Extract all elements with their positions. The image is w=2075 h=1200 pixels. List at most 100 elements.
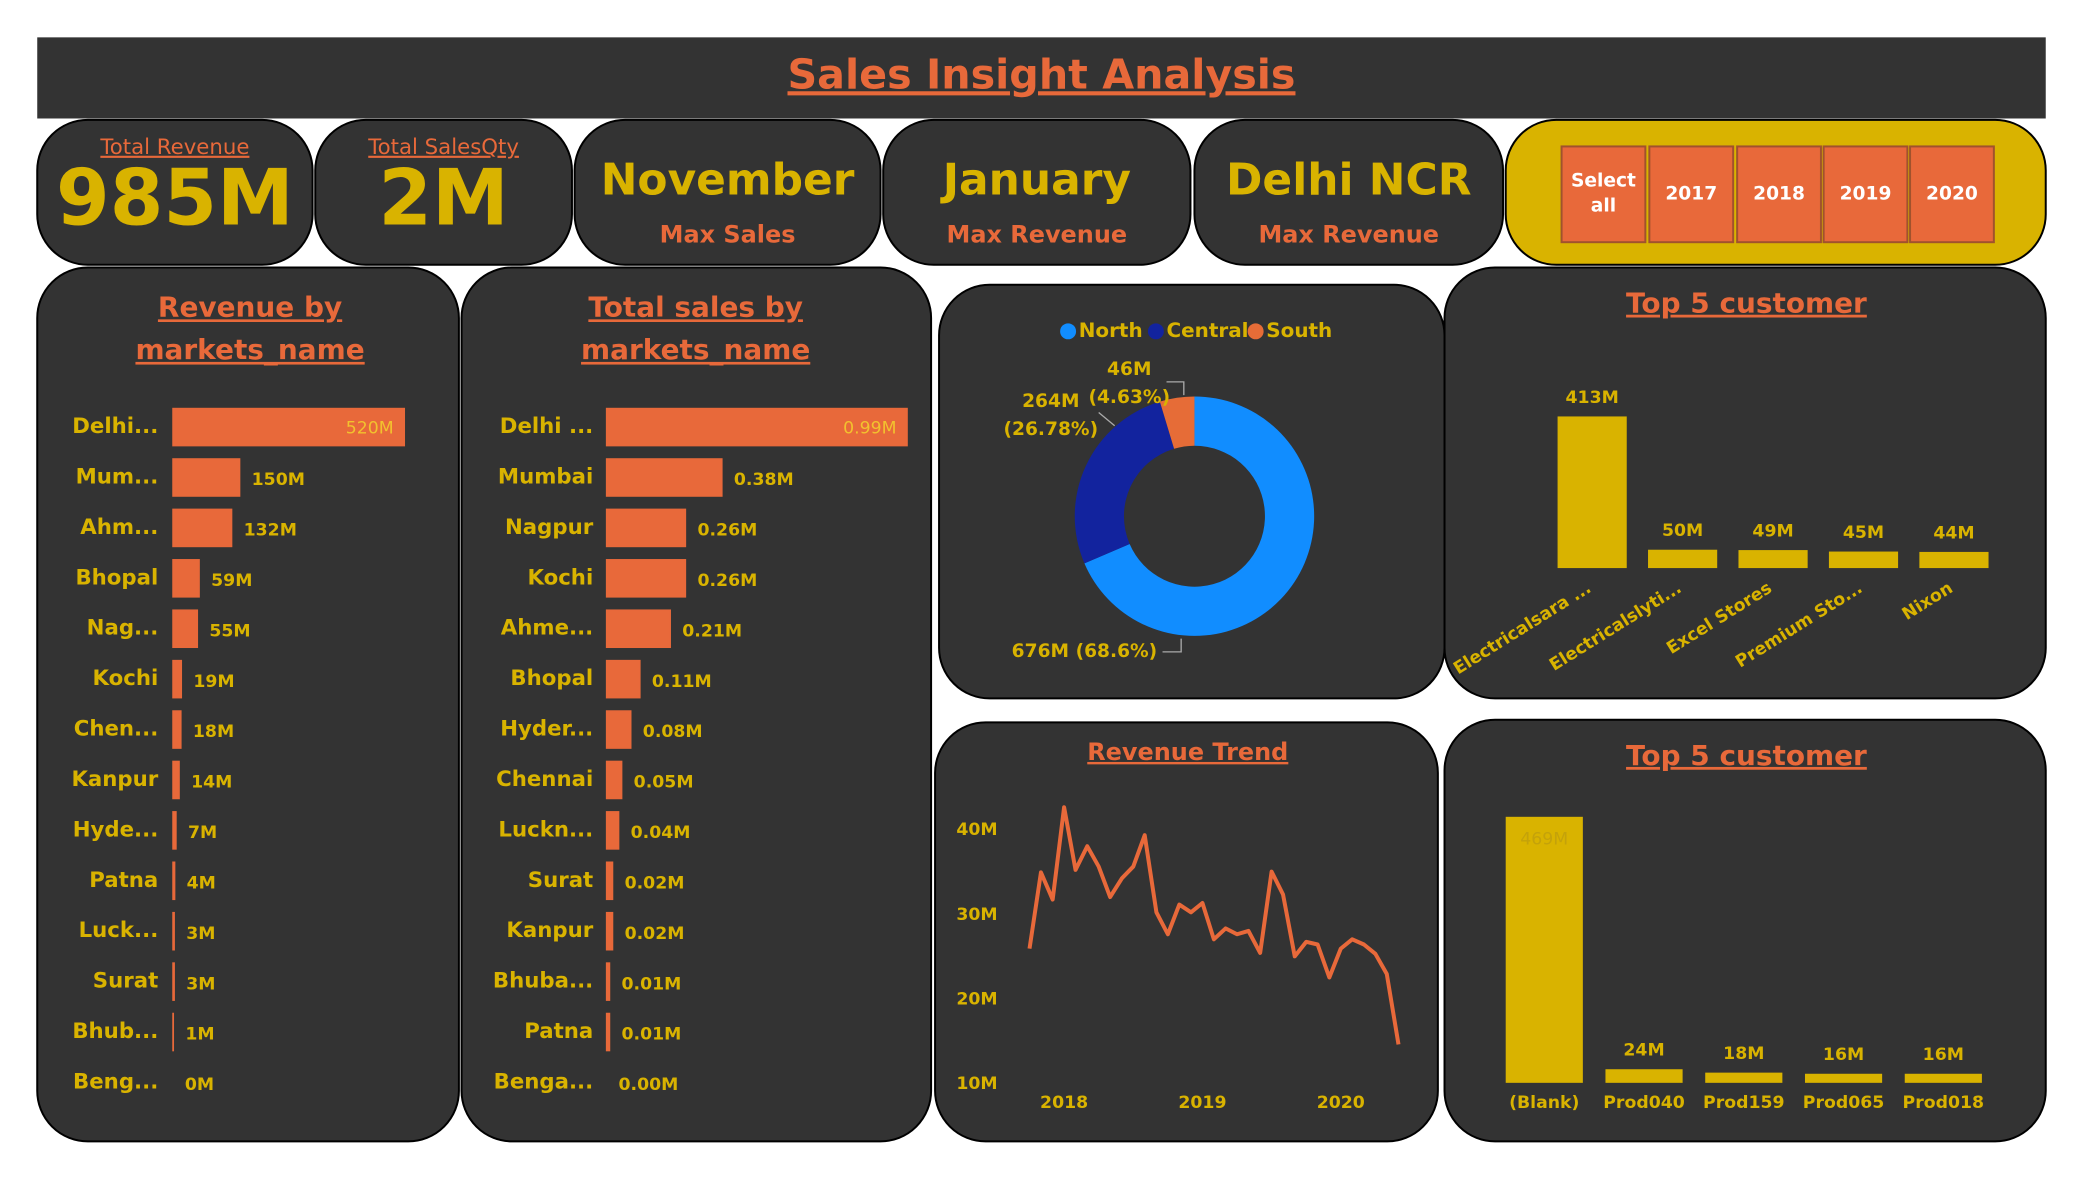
- chart-title: Total sales by markets_name: [581, 291, 811, 366]
- category-label: Nagpur: [505, 515, 594, 540]
- filter-button-label-box: Select all: [1570, 170, 1636, 217]
- filter-button[interactable]: [1560, 145, 1647, 244]
- data-label: 24M: [1623, 1041, 1664, 1061]
- bar: [172, 458, 241, 497]
- data-label: 0.05M: [634, 773, 694, 793]
- bar: [605, 760, 623, 800]
- category-label: Bhuba...: [493, 969, 593, 994]
- data-label: 0.08M: [643, 722, 703, 742]
- filter-button-label-box: 2018: [1753, 183, 1805, 205]
- category-label: Ahme...: [501, 616, 593, 641]
- bar: [1557, 416, 1627, 569]
- data-label: 132M: [244, 521, 297, 541]
- bar: [172, 760, 180, 800]
- filter-button[interactable]: [1822, 145, 1909, 244]
- category-label: Mumbai: [498, 464, 593, 489]
- bar: [1804, 1073, 1883, 1083]
- bar: [172, 659, 183, 699]
- bar: [605, 1012, 611, 1052]
- category-label: Kochi: [527, 565, 593, 590]
- kpi-value: January: [940, 154, 1131, 205]
- data-label: 44M: [1933, 523, 1974, 543]
- category-label: Mum...: [76, 464, 159, 489]
- kpi-card: [314, 118, 573, 266]
- filter-button[interactable]: [1909, 145, 1995, 244]
- data-label: 0.04M: [631, 823, 691, 843]
- category-label: Hyde...: [73, 817, 159, 842]
- data-label: 14M: [191, 773, 232, 793]
- filter-button-label-box: 2019: [1839, 183, 1892, 205]
- chart-card: [1443, 266, 2047, 700]
- y-tick-label: 10M: [956, 1074, 997, 1094]
- category-label: Patna: [89, 868, 158, 893]
- y-tick-label: 20M: [956, 989, 997, 1009]
- data-label: 0.00M: [619, 1075, 679, 1095]
- legend-label: North: [1079, 318, 1143, 342]
- chart-title-box: Total sales by markets_name: [581, 291, 811, 366]
- filter-button-label[interactable]: 2019: [1839, 183, 1892, 205]
- category-label: Chen...: [74, 717, 159, 742]
- bar: [605, 407, 908, 447]
- data-label: 16M: [1923, 1045, 1964, 1065]
- bar: [605, 659, 641, 699]
- legend-label: South: [1266, 318, 1332, 342]
- category-label: Surat: [93, 969, 158, 994]
- data-label: 55M: [209, 621, 250, 641]
- bar: [605, 609, 671, 649]
- kpi-value: 985M: [56, 154, 294, 244]
- data-label: 0M: [185, 1075, 214, 1095]
- data-label: 0.02M: [625, 873, 685, 893]
- bar: [1828, 551, 1899, 569]
- bar: [605, 962, 611, 1001]
- y-tick-label: 40M: [956, 820, 997, 840]
- data-label: 49M: [1752, 521, 1793, 541]
- category-label: Bhopal: [75, 565, 158, 590]
- data-label: 4M: [187, 873, 216, 893]
- bar: [605, 811, 620, 850]
- bar: [605, 508, 687, 548]
- bar: [172, 559, 200, 598]
- category-label: Patna: [524, 1019, 593, 1044]
- data-label: 46M (4.63%): [1088, 359, 1171, 409]
- data-label: 16M: [1823, 1045, 1864, 1065]
- bar: [172, 609, 199, 649]
- kpi-card: [36, 118, 314, 266]
- kpi-subtitle: Max Revenue: [947, 221, 1128, 249]
- bar: [172, 911, 175, 951]
- filter-button[interactable]: [1736, 145, 1822, 244]
- filter-button[interactable]: [1648, 145, 1735, 244]
- data-label: 0.11M: [652, 672, 712, 692]
- data-label: 7M: [188, 823, 217, 843]
- legend-marker: [1247, 323, 1264, 340]
- filter-button-label[interactable]: Select all: [1570, 170, 1636, 217]
- filter-button-label-box: 2020: [1926, 183, 1978, 205]
- legend-marker: [1060, 323, 1077, 340]
- category-label: Prod018: [1903, 1093, 1985, 1113]
- kpi-value: November: [601, 154, 855, 205]
- category-label: Hyder...: [500, 717, 593, 742]
- data-label-box: 264M (26.78%): [1003, 391, 1098, 440]
- bar: [1904, 1073, 1982, 1083]
- data-label: 19M: [193, 672, 234, 692]
- filter-button-label[interactable]: 2018: [1753, 183, 1805, 205]
- legend-marker: [1147, 323, 1164, 340]
- data-label: 0.21M: [682, 621, 742, 641]
- chart-title: Top 5 customer: [1626, 287, 1867, 320]
- bar: [1648, 549, 1718, 569]
- data-label-box: 46M (4.63%): [1088, 359, 1171, 409]
- kpi-card: [882, 118, 1192, 266]
- filter-button-label[interactable]: 2020: [1926, 183, 1978, 205]
- data-label: 413M: [1566, 388, 1619, 408]
- chart-title: Top 5 customer: [1626, 739, 1867, 772]
- filter-button-label[interactable]: 2017: [1665, 183, 1718, 205]
- bar: [1505, 816, 1583, 1083]
- data-label: 0.01M: [622, 974, 682, 994]
- bar: [605, 710, 632, 749]
- filter-button-label-box: 2017: [1665, 183, 1718, 205]
- category-label: Prod065: [1803, 1093, 1885, 1113]
- kpi-value: Delhi NCR: [1226, 154, 1471, 205]
- data-label: 3M: [186, 924, 215, 944]
- category-label: Benga...: [494, 1069, 594, 1094]
- data-label: 45M: [1843, 523, 1884, 543]
- donut-slice: [1074, 401, 1175, 564]
